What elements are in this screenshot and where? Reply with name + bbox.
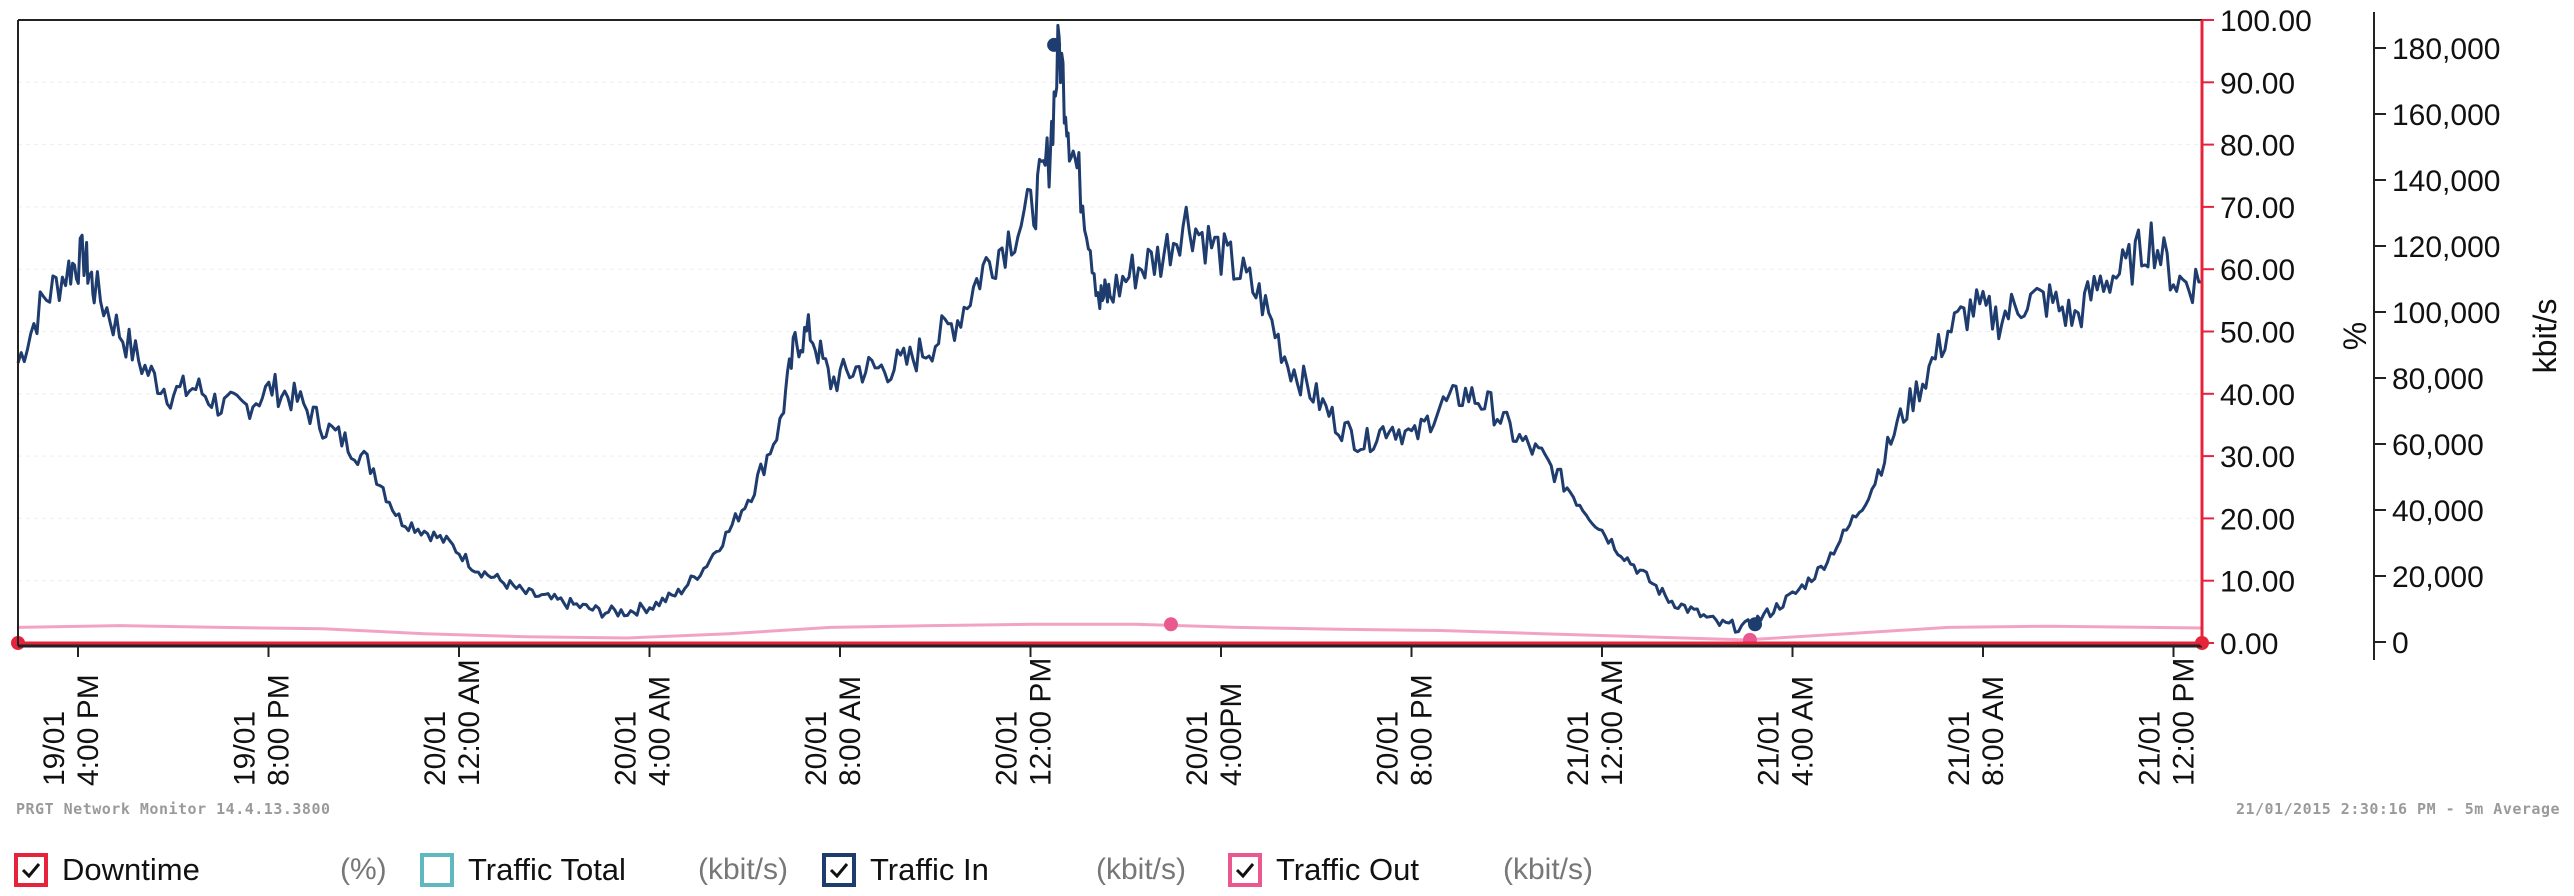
legend-unit-traffic-out: (kbit/s)	[1503, 853, 1593, 886]
right-tick-label: 100,000	[2392, 297, 2500, 330]
legend-item-traffic-total[interactable]: Traffic Total	[420, 845, 626, 895]
axes	[17, 12, 2375, 660]
x-tick-label: 21/01 12:00 PM	[2134, 658, 2201, 786]
legend-unit-traffic-total: (kbit/s)	[698, 853, 788, 886]
x-tick-time: 4:00PM	[1215, 683, 1248, 786]
x-tick-time: 8:00 PM	[1406, 674, 1439, 786]
x-tick-label: 21/01 8:00 AM	[1943, 676, 2010, 786]
traffic-chart: 100.00 90.00 80.00 70.00 60.00 50.00 40.00 30.0…	[11, 5, 2563, 786]
check-icon	[1235, 863, 1255, 879]
x-tick-date: 20/01	[991, 711, 1024, 786]
legend-item-traffic-out[interactable]: Traffic Out	[1228, 845, 1419, 895]
x-tick-label: 20/01 8:00 PM	[1372, 674, 1439, 786]
left-tick-label: 10.00	[2220, 566, 2295, 599]
series-point-traffic-in	[1748, 617, 1763, 632]
right-tick-label: 180,000	[2392, 33, 2500, 66]
x-tick-date: 19/01	[229, 711, 262, 786]
legend-label-traffic-out: Traffic Out	[1276, 852, 1419, 887]
legend-label-traffic-in: Traffic In	[870, 852, 989, 887]
checkbox-downtime[interactable]	[14, 853, 48, 887]
check-icon	[829, 863, 849, 879]
grid-lines	[18, 19, 2202, 644]
x-tick-time: 12:00 AM	[453, 659, 486, 786]
x-tick-label: 20/01 12:00 PM	[991, 658, 1058, 786]
legend-item-traffic-in[interactable]: Traffic In	[822, 845, 989, 895]
x-tick-time: 8:00 PM	[263, 674, 296, 786]
x-tick-label: 19/01 8:00 PM	[229, 674, 296, 786]
series-line-traffic-in	[16, 23, 2203, 634]
right-tick-label: 160,000	[2392, 99, 2500, 132]
x-tick-date: 21/01	[2134, 711, 2167, 786]
legend-label-downtime: Downtime	[62, 852, 200, 887]
checkbox-traffic-in[interactable]	[822, 853, 856, 887]
series-point-traffic-in	[1047, 37, 1062, 52]
x-tick-label: 20/01 8:00 AM	[800, 676, 867, 786]
right-tick-label: 60,000	[2392, 429, 2484, 462]
left-tick-label: 90.00	[2220, 67, 2295, 100]
x-tick-label: 20/01 4:00PM	[1181, 683, 1248, 786]
x-tick-label: 20/01 12:00 AM	[419, 659, 486, 786]
right-tick-label: 120,000	[2392, 231, 2500, 264]
series-layer	[11, 23, 2209, 650]
legend-unit-downtime: (%)	[340, 853, 387, 886]
footer-timestamp: 21/01/2015 2:30:16 PM - 5m Average	[2235, 800, 2560, 818]
left-tick-label: 70.00	[2220, 192, 2295, 225]
left-tick-label: 100.00	[2220, 5, 2312, 38]
series-line-traffic-out	[17, 622, 2203, 642]
x-tick-date: 20/01	[1372, 711, 1405, 786]
left-axis-ticks: 100.00 90.00 80.00 70.00 60.00 50.00 40.00 30.0…	[2202, 5, 2312, 661]
left-axis-title: %	[2337, 322, 2373, 350]
left-tick-label: 40.00	[2220, 379, 2295, 412]
x-tick-time: 8:00 AM	[1977, 676, 2010, 786]
left-tick-label: 30.00	[2220, 441, 2295, 474]
checkbox-traffic-total[interactable]	[420, 853, 454, 887]
right-axis-title: kbit/s	[2527, 299, 2563, 374]
right-tick-label: 140,000	[2392, 165, 2500, 198]
x-tick-date: 19/01	[38, 711, 71, 786]
right-axis-ticks: 180,000 160,000 140,000 120,000 100,000 80,00…	[2374, 33, 2500, 660]
left-tick-label: 80.00	[2220, 130, 2295, 163]
x-tick-date: 21/01	[1943, 711, 1976, 786]
footer-app-version: PRGT Network Monitor 14.4.13.3800	[16, 800, 331, 818]
x-tick-date: 21/01	[1753, 711, 1786, 786]
x-tick-date: 20/01	[1181, 711, 1214, 786]
x-tick-date: 21/01	[1562, 711, 1595, 786]
x-axis-ticks: 19/01 4:00 PM 19/01 8:00 PM 20/01 12:00 AM 20/…	[38, 646, 2201, 786]
x-tick-time: 4:00 PM	[72, 674, 105, 786]
x-tick-time: 12:00 PM	[1025, 658, 1058, 786]
legend: Downtime (%) Traffic Total (kbit/s) Traf…	[0, 845, 1700, 895]
x-tick-label: 21/01 12:00 AM	[1562, 659, 1629, 786]
right-tick-label: 0	[2392, 627, 2409, 660]
series-point-traffic-out	[1163, 617, 1178, 632]
left-tick-label: 60.00	[2220, 254, 2295, 287]
x-tick-label: 20/01 4:00 AM	[610, 676, 677, 786]
left-tick-label: 0.00	[2220, 628, 2278, 661]
left-tick-label: 20.00	[2220, 503, 2295, 536]
check-icon	[21, 863, 41, 879]
checkbox-traffic-out[interactable]	[1228, 853, 1262, 887]
x-tick-label: 21/01 4:00 AM	[1753, 676, 1820, 786]
x-tick-time: 4:00 AM	[1787, 676, 1820, 786]
x-tick-label: 19/01 4:00 PM	[38, 674, 105, 786]
legend-item-downtime[interactable]: Downtime	[14, 845, 200, 895]
x-tick-time: 4:00 AM	[644, 676, 677, 786]
x-tick-date: 20/01	[610, 711, 643, 786]
legend-unit-traffic-in: (kbit/s)	[1096, 853, 1186, 886]
x-tick-time: 12:00 PM	[2168, 658, 2201, 786]
x-tick-date: 20/01	[419, 711, 452, 786]
right-tick-label: 20,000	[2392, 561, 2484, 594]
right-tick-label: 40,000	[2392, 495, 2484, 528]
x-tick-time: 12:00 AM	[1596, 659, 1629, 786]
legend-label-traffic-total: Traffic Total	[468, 852, 626, 887]
right-tick-label: 80,000	[2392, 363, 2484, 396]
x-tick-date: 20/01	[800, 711, 833, 786]
x-tick-time: 8:00 AM	[834, 676, 867, 786]
left-tick-label: 50.00	[2220, 317, 2295, 350]
